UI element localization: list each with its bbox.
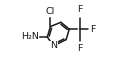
Text: F: F	[77, 44, 82, 53]
Text: H₂N: H₂N	[21, 32, 39, 41]
Text: F: F	[77, 5, 82, 14]
Text: F: F	[90, 25, 95, 34]
Text: Cl: Cl	[46, 7, 55, 16]
Text: N: N	[50, 41, 57, 50]
